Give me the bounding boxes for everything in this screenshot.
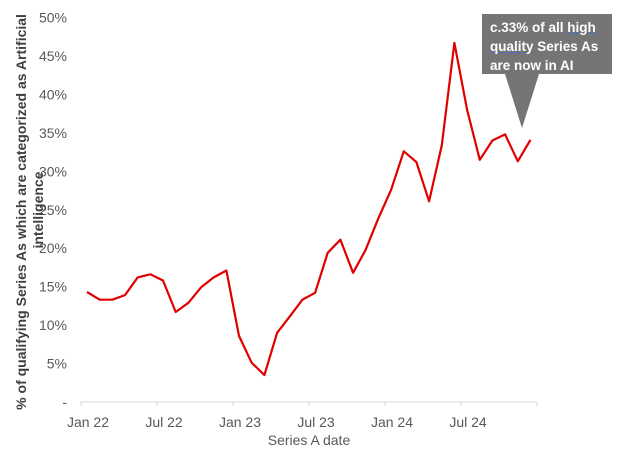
callout-underlined-text: quality: [490, 39, 534, 54]
y-tick-label: 20%: [39, 240, 67, 256]
x-axis-title: Series A date: [268, 432, 351, 448]
x-tick-label: Jan 23: [219, 414, 261, 430]
callout-text: Series As: [533, 39, 599, 54]
y-tick-label: 15%: [39, 279, 67, 295]
callout-pointer: [505, 74, 539, 128]
y-tick-label: 45%: [39, 48, 67, 64]
y-axis-title: % of qualifying Series As which are cate…: [13, 10, 46, 410]
y-axis-ticks: - 5% 10% 15% 20% 25% 30% 35% 40% 45% 50%: [39, 10, 67, 411]
y-tick-label: 35%: [39, 125, 67, 141]
x-tick-label: Jul 22: [145, 414, 183, 430]
callout-underlined-text: high: [567, 20, 596, 35]
data-line: [86, 41, 532, 377]
y-tick-label: 30%: [39, 163, 67, 179]
callout-text: c.33% of all: [490, 20, 568, 35]
y-tick-label: 25%: [39, 202, 67, 218]
x-tick-label: Jan 24: [371, 414, 413, 430]
y-tick-label: 50%: [39, 10, 67, 26]
y-tick-label: 10%: [39, 317, 67, 333]
x-tick-label: Jul 23: [297, 414, 335, 430]
y-tick-label: 40%: [39, 86, 67, 102]
x-axis-ticks: Jan 22 Jul 22 Jan 23 Jul 23 Jan 24 Jul 24: [67, 402, 538, 430]
y-tick-label: -: [62, 394, 67, 410]
x-tick-label: Jan 22: [67, 414, 109, 430]
callout-text: are now in AI: [490, 58, 574, 73]
y-tick-label: 5%: [47, 356, 67, 372]
callout-annotation: c.33% of all high quality Series As are …: [482, 14, 612, 74]
svg-text:% of qualifying Series As whic: % of qualifying Series As which are cate…: [13, 10, 46, 410]
x-tick-label: Jul 24: [449, 414, 487, 430]
